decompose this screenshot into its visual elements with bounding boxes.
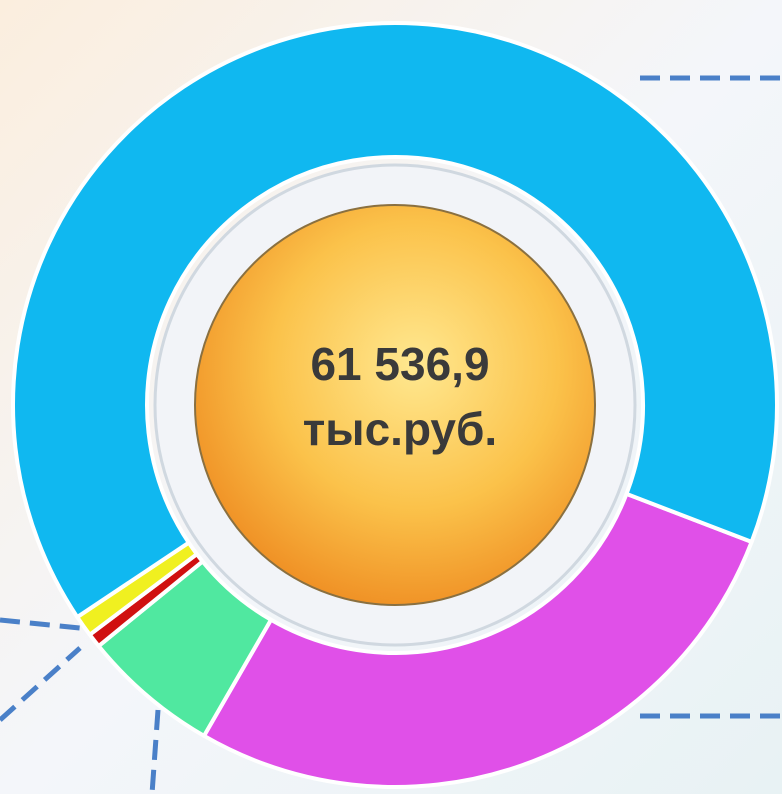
slices: [11, 21, 779, 789]
center-disc: [194, 204, 596, 606]
center-value: 61 536,9: [310, 338, 489, 390]
center-unit: тыс.руб.: [303, 403, 497, 455]
donut-slice: [11, 21, 779, 620]
donut-slice: [202, 491, 754, 789]
connector-lines: [0, 75, 782, 794]
